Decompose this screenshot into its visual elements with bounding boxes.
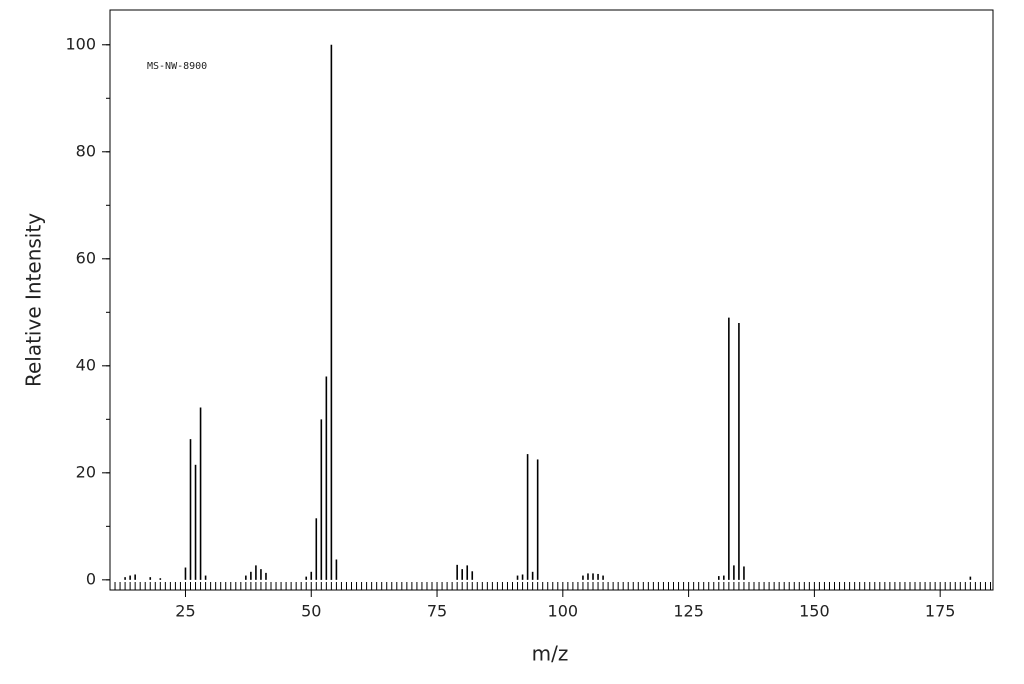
x-tick-label: 125 [673,602,704,621]
annotation: MS-NW-8900 [147,61,207,72]
x-tick-label: 100 [548,602,579,621]
y-tick-label: 0 [86,569,96,588]
y-tick-label: 100 [65,34,96,53]
y-tick-label: 80 [76,141,96,160]
x-axis-title: m/z [532,642,569,666]
x-tick-label: 150 [799,602,830,621]
x-tick-label: 50 [301,602,321,621]
x-tick-label: 25 [175,602,195,621]
x-tick-label: 75 [427,602,447,621]
x-tick-label: 175 [925,602,956,621]
y-tick-label: 20 [76,462,96,481]
y-axis-title: Relative Intensity [22,213,46,387]
y-tick-label: 60 [76,248,96,267]
y-tick-label: 40 [76,355,96,374]
plot-frame [109,9,994,591]
